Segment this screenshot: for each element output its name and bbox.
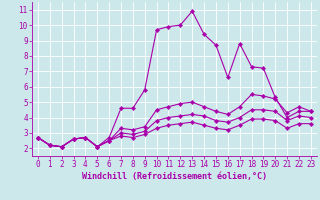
X-axis label: Windchill (Refroidissement éolien,°C): Windchill (Refroidissement éolien,°C) [82,172,267,181]
